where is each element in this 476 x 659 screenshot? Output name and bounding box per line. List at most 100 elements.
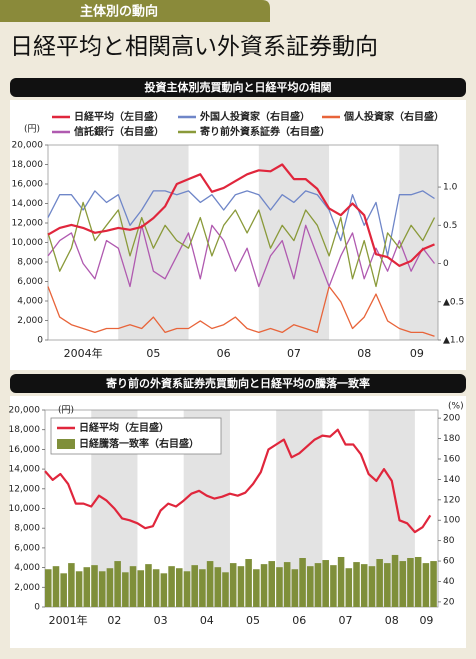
bar <box>276 567 283 607</box>
bar <box>145 564 152 607</box>
bar <box>314 563 322 607</box>
legend-swatch <box>57 439 75 449</box>
chart-title: 投資主体別売買動向と日経平均の相関 <box>145 80 332 94</box>
x-tick-label: 09 <box>410 347 424 360</box>
y2-tick-label: 160 <box>443 454 460 464</box>
bar <box>237 566 245 607</box>
x-tick-label: 06 <box>217 347 231 360</box>
x-tick-label: 06 <box>292 614 306 627</box>
bar <box>283 562 291 607</box>
line-series <box>47 285 435 337</box>
bar <box>345 568 353 607</box>
line-series <box>47 201 436 288</box>
bar <box>183 571 191 607</box>
line-series <box>47 190 435 257</box>
y-tick-label: 20,000 <box>12 141 44 151</box>
bar <box>106 568 114 607</box>
bar <box>291 569 299 607</box>
y2-tick-label: 80 <box>443 536 455 546</box>
bar <box>114 561 121 607</box>
bar <box>368 566 376 607</box>
bar <box>68 563 75 607</box>
x-tick-label: 07 <box>287 347 301 360</box>
y2-axis-unit: (%) <box>448 402 464 412</box>
bar <box>129 566 137 607</box>
legend-label: 日経騰落一致率（右目盛） <box>79 437 199 450</box>
bar <box>206 561 214 607</box>
y2-tick-label: 40 <box>443 577 455 587</box>
y-tick-label: 6,000 <box>14 543 40 553</box>
line-series <box>47 163 435 267</box>
bar <box>160 573 168 607</box>
x-tick-label: 05 <box>146 347 160 360</box>
y-tick-label: 14,000 <box>9 465 41 475</box>
y2-tick-label: 20 <box>443 597 455 607</box>
bar <box>229 563 237 607</box>
y-axis-unit: (円) <box>58 405 74 416</box>
bar <box>83 567 91 607</box>
bar <box>384 563 391 607</box>
year-band <box>399 145 438 340</box>
y2-tick-label: 0 <box>443 259 449 269</box>
y2-tick-label: ▲0.5 <box>443 297 464 307</box>
bar <box>353 562 360 607</box>
y-tick-label: 12,000 <box>12 219 44 229</box>
year-band <box>118 145 189 340</box>
x-tick-label: 04 <box>200 614 214 627</box>
y-tick-label: 8,000 <box>14 524 40 534</box>
y-tick-label: 6,000 <box>17 277 43 287</box>
chart-panel <box>10 100 466 370</box>
bar <box>407 558 414 607</box>
chart-header <box>10 374 466 393</box>
y2-tick-label: 180 <box>443 434 460 444</box>
legend-label: 日経平均（左目盛） <box>79 421 169 434</box>
chart-title: 寄り前の外資系証券売買動向と日経平均の騰落一致率 <box>106 376 370 390</box>
page-title: 日経平均と相関高い外資系証券動向 <box>10 34 378 60</box>
y2-tick-label: ▲1.0 <box>443 336 465 346</box>
bar <box>330 565 337 607</box>
chart-header <box>10 78 466 97</box>
y-tick-label: 12,000 <box>9 484 41 494</box>
y-tick-label: 4,000 <box>17 297 43 307</box>
bar <box>376 559 383 607</box>
legend-label: 信託銀行（右目盛） <box>74 125 164 138</box>
x-tick-label: 02 <box>107 614 121 627</box>
x-tick-label: 08 <box>357 347 371 360</box>
y-tick-label: 16,000 <box>12 180 44 190</box>
bar <box>175 568 183 607</box>
bar <box>268 561 276 607</box>
y-tick-label: 14,000 <box>12 199 44 209</box>
bar <box>75 571 83 607</box>
y-axis-unit: (円) <box>24 124 40 135</box>
bar <box>260 564 268 607</box>
bar <box>191 565 198 607</box>
bar <box>168 566 175 607</box>
x-tick-label: 2004年 <box>64 346 103 360</box>
bar <box>60 573 67 607</box>
bar <box>222 572 229 607</box>
legend-box <box>50 417 222 455</box>
bar <box>137 570 145 607</box>
section-tab-label: 主体別の動向 <box>80 4 158 20</box>
y2-tick-label: 200 <box>443 414 460 424</box>
y-tick-label: 8,000 <box>17 258 43 268</box>
y-tick-label: 0 <box>37 336 43 346</box>
bar <box>414 556 422 607</box>
bar <box>98 571 106 607</box>
x-tick-label: 09 <box>419 614 433 627</box>
y-tick-label: 4,000 <box>14 563 40 573</box>
line-series <box>44 428 432 534</box>
y-tick-label: 18,000 <box>9 425 41 435</box>
y2-tick-label: 140 <box>443 475 460 485</box>
bar <box>199 569 206 607</box>
y-tick-label: 10,000 <box>12 238 44 248</box>
x-tick-label: 07 <box>339 614 353 627</box>
bar <box>253 569 260 607</box>
bar <box>245 559 252 607</box>
bar <box>360 564 368 607</box>
y-tick-label: 2,000 <box>14 583 40 593</box>
bar <box>399 561 407 607</box>
bar <box>391 554 399 607</box>
